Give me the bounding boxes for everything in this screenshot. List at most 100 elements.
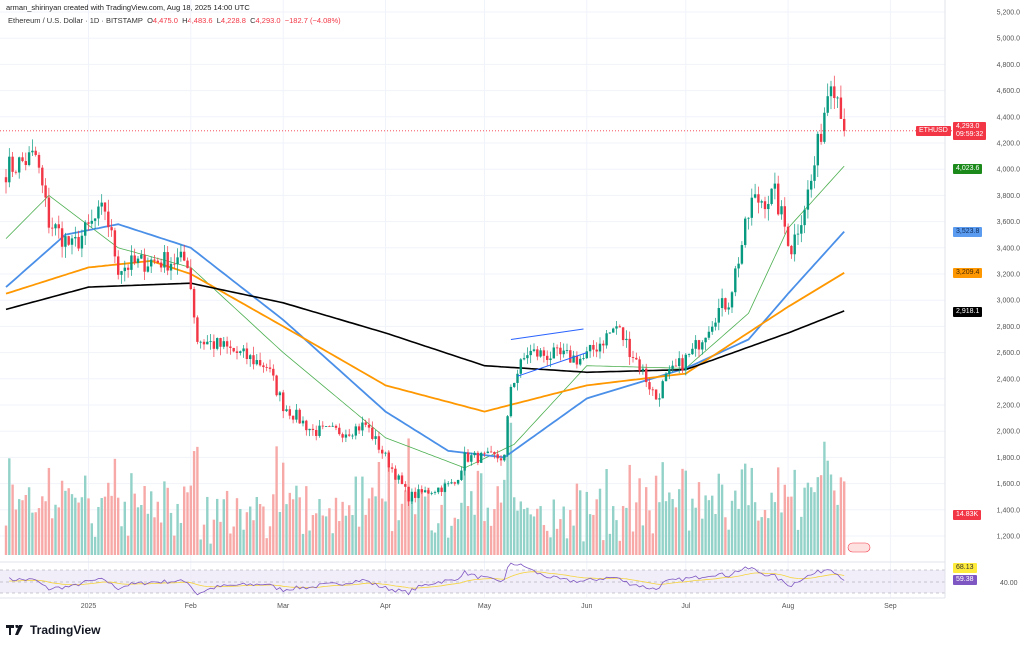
- volume-bar: [727, 529, 730, 555]
- tradingview-logo[interactable]: TradingView: [6, 623, 100, 637]
- time-axis-label: Mar: [277, 603, 290, 610]
- candle-body: [615, 326, 618, 329]
- volume-bar: [67, 488, 70, 555]
- candle-body: [229, 346, 232, 348]
- candle-body: [143, 254, 146, 272]
- volume-bar: [357, 526, 361, 555]
- candle-body: [796, 233, 800, 235]
- close-value: 4,293.0: [255, 16, 281, 25]
- volume-bar: [839, 477, 843, 555]
- candle-body: [559, 347, 562, 355]
- volume-bar: [433, 532, 437, 555]
- candle-body: [384, 452, 387, 454]
- volume-bar: [278, 511, 282, 555]
- candle-body: [140, 254, 143, 259]
- volume-bar: [625, 507, 628, 555]
- volume-bar: [107, 482, 110, 555]
- volume-bar: [542, 525, 546, 555]
- volume-bar: [377, 461, 381, 555]
- candle-body: [77, 236, 80, 249]
- volume-bar: [843, 481, 846, 555]
- candle-body: [199, 341, 202, 343]
- volume-bar: [714, 514, 717, 555]
- candle-body: [585, 351, 588, 359]
- volume-bar: [268, 526, 272, 555]
- last-price-tag: 4,293.0 09:59:32: [953, 122, 987, 140]
- volume-bar: [371, 487, 374, 555]
- trendline: [510, 328, 584, 340]
- volume-bar: [404, 490, 407, 555]
- candle-body: [569, 350, 572, 363]
- volume-bar: [348, 505, 351, 555]
- volume-bar: [295, 485, 298, 555]
- volume-bar: [793, 469, 796, 555]
- volume-bar: [87, 498, 90, 555]
- volume-bar: [344, 515, 348, 555]
- volume-bar: [394, 468, 397, 555]
- volume-bar: [414, 514, 417, 555]
- volume-bar: [245, 512, 249, 555]
- candle-body: [367, 424, 371, 428]
- candle-body: [661, 381, 664, 399]
- volume-bar: [509, 422, 513, 555]
- price-axis-label: 3,400.0: [997, 245, 1020, 252]
- ma-green-tag: 4,023.6: [953, 164, 983, 174]
- volume-bar: [120, 526, 123, 555]
- price-axis-label: 2,600.0: [997, 350, 1020, 357]
- candle-body: [760, 201, 763, 203]
- candle-body: [780, 206, 783, 215]
- candle-body: [24, 161, 27, 166]
- candle-body: [816, 133, 819, 166]
- rsi-level-label: 40.00: [1000, 580, 1018, 587]
- candle-body: [572, 355, 575, 363]
- candle-body: [54, 224, 57, 229]
- tradingview-logo-icon: [6, 625, 23, 635]
- candle-body: [27, 152, 31, 166]
- volume-bar: [747, 505, 750, 555]
- candle-body: [186, 260, 189, 269]
- candle-body: [826, 96, 829, 113]
- volume-bar: [77, 502, 80, 555]
- candle-body: [381, 449, 384, 454]
- candle-body: [414, 491, 417, 498]
- candle-body: [179, 251, 183, 258]
- candle-body: [87, 222, 90, 224]
- volume-bar: [136, 507, 140, 555]
- price-axis-label: 2,200.0: [997, 403, 1020, 410]
- candle-body: [674, 365, 678, 367]
- candle-body: [245, 348, 249, 360]
- candle-body: [727, 307, 730, 310]
- volume-bar: [678, 489, 681, 555]
- volume-bar: [37, 508, 41, 555]
- symbol-name[interactable]: Ethereum / U.S. Dollar · 1D · BITSTAMP: [8, 16, 143, 25]
- time-axis-label: May: [478, 603, 492, 610]
- candle-body: [206, 341, 209, 345]
- candle-body: [433, 492, 437, 493]
- volume-bar: [51, 518, 54, 555]
- volume-bar: [420, 489, 423, 555]
- candle-body: [377, 436, 381, 450]
- candle-body: [552, 347, 555, 359]
- price-axis-label: 3,600.0: [997, 219, 1020, 226]
- candle-body: [810, 180, 813, 190]
- candle-body: [80, 235, 84, 249]
- candle-body: [133, 255, 136, 263]
- candle-body: [645, 368, 648, 383]
- candle-body: [387, 452, 390, 468]
- countdown: 09:59:32: [956, 131, 984, 138]
- volume-bar: [473, 514, 476, 555]
- candle-body: [285, 409, 288, 412]
- candle-body: [740, 245, 744, 264]
- candle-body: [90, 220, 93, 224]
- credit-line: arman_shirinyan created with TradingView…: [6, 3, 250, 12]
- candle-body: [239, 351, 242, 353]
- volume-bar: [522, 509, 526, 555]
- volume-bar: [806, 482, 810, 555]
- volume-bar: [800, 516, 803, 555]
- candle-body: [608, 332, 612, 334]
- volume-bar: [4, 525, 8, 555]
- candle-body: [697, 340, 701, 350]
- volume-bar: [711, 495, 714, 555]
- volume-bar: [496, 486, 499, 555]
